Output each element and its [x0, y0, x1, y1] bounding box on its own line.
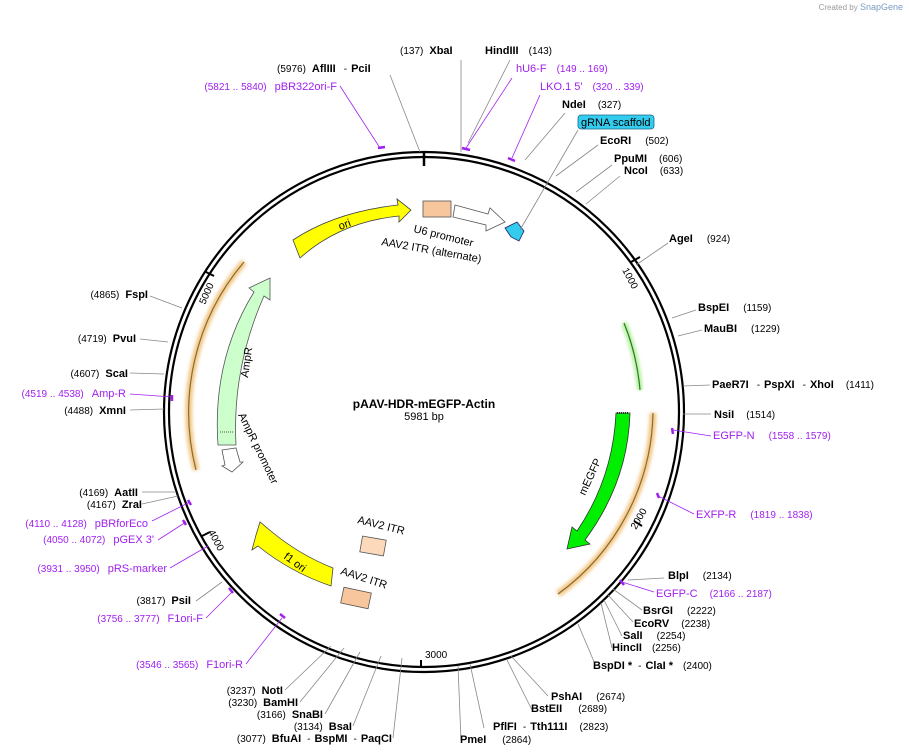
primer-pbr322ori-f: (5821 .. 5840) pBR322ori-F: [204, 81, 337, 93]
primer-f1ori-r: (3546 .. 3565) F1ori-R: [136, 659, 243, 671]
enzyme-xbai: (137) XbaI: [400, 45, 453, 57]
enzyme-ndei: NdeI (327): [562, 99, 621, 111]
tick-5000: [205, 271, 215, 277]
primer-exfp-r: EXFP-R (1819 .. 1838): [696, 509, 813, 521]
orf-arc-left-line: [188, 261, 245, 471]
plasmid-size: 5981 bp: [404, 411, 444, 423]
primer-pbrforeco: (4110 .. 4128) pBRforEco: [25, 518, 148, 530]
enzyme-xmni: (4488) XmnI: [64, 405, 126, 417]
tick-4000: [201, 531, 211, 537]
enzyme-pshai: PshAI (2674): [551, 691, 625, 703]
megfp-feature: [566, 412, 631, 550]
ampr-promoter-feature: [221, 447, 245, 473]
snapgene-logo: SnapGene: [859, 2, 903, 12]
ampr-promoter-label: AmpR promoter: [235, 411, 280, 486]
enzyme-clai-group: BspDI * - ClaI * (2400): [593, 660, 712, 672]
primer-leaders: [129, 77, 712, 665]
itr-feature-1: [359, 535, 387, 557]
enzyme-ncoi: NcoI (633): [624, 165, 683, 177]
enzyme-bsrgi: BsrGI (2222): [643, 605, 716, 617]
primer-f1ori-f: (3756 .. 3777) F1ori-F: [97, 613, 203, 625]
orf-arc-egfp: [621, 321, 643, 391]
enzyme-psii: (3817) PsiI: [137, 595, 191, 607]
u6-promoter-feature: [452, 204, 506, 232]
enzyme-bsteii: BstEII (2689): [531, 703, 607, 715]
orf-arc-right-line: [557, 412, 654, 595]
primer-egfp-c: EGFP-C (2166 .. 2187): [656, 588, 772, 600]
ori-feature: [292, 198, 412, 259]
primer-hu6-f: hU6-F (149 .. 169): [516, 63, 608, 75]
itr-label-1: AAV2 ITR: [356, 514, 406, 537]
enzyme-pcii-group: (5976) AflIII - PciI: [277, 63, 371, 75]
primer-marks: [170, 145, 675, 619]
enzyme-bsai: (3134) BsaI: [294, 721, 352, 733]
enzyme-fspi: (4865) FspI: [90, 289, 148, 301]
primer-prs-marker: (3931 .. 3950) pRS-marker: [37, 563, 167, 575]
enzyme-pvui: (4719) PvuI: [78, 333, 136, 345]
primer-pgex-3: (4050 .. 4072) pGEX 3': [43, 534, 154, 546]
enzyme-agei: AgeI (924): [669, 233, 730, 245]
orf-arc-egfp-line: [623, 322, 641, 391]
enzyme-noti: (3237) NotI: [227, 685, 283, 697]
tick-label-3000: 3000: [425, 650, 448, 661]
grna-scaffold-label: gRNA scaffold: [581, 117, 651, 129]
tick-1000: [630, 256, 641, 263]
snapgene-credit: Created by SnapGene: [818, 2, 903, 12]
enzyme-ecorv: EcoRV (2238): [634, 618, 710, 630]
enzyme-paqci-group: (3077) BfuAI - BspMI - PaqCI: [237, 733, 392, 745]
tick-2000: [633, 520, 643, 527]
enzyme-zrai: (4167) ZraI: [87, 499, 142, 511]
ori-label: ori: [337, 217, 353, 232]
enzyme-ppumi: PpuMI (606): [614, 153, 682, 165]
enzyme-aatii: (4169) AatII: [79, 487, 138, 499]
enzyme-tth111i-group: PflFI - Tth111I (2823): [493, 721, 608, 733]
enzyme-bamhi: (3230) BamHI: [228, 697, 298, 709]
plasmid-name: pAAV-HDR-mEGFP-Actin: [353, 397, 495, 411]
primer-lko1-5: LKO.1 5' (320 .. 339): [540, 81, 644, 93]
grna-scaffold-feature: [504, 221, 525, 242]
enzyme-leaders: [129, 59, 711, 741]
itr-feature-2: [340, 586, 372, 610]
primer-egfp-n: EGFP-N (1558 .. 1579): [713, 430, 831, 442]
primer-amp-r: (4519 .. 4538) Amp-R: [22, 388, 127, 400]
enzyme-nsii: NsiI (1514): [714, 409, 775, 421]
ampr-feature: [216, 277, 271, 446]
enzyme-snabi: (3166) SnaBI: [257, 709, 323, 721]
enzyme-hincii: HincII (2256): [612, 642, 681, 654]
itr-alt-feature: [422, 200, 452, 218]
enzyme-bspei: BspEI (1159): [698, 302, 771, 314]
enzyme-sali: SalI (2254): [623, 630, 685, 642]
enzyme-scai: (4607) ScaI: [70, 368, 128, 380]
enzyme-ecori: EcoRI (502): [600, 135, 669, 147]
enzyme-xhoi-group: PaeR7I - PspXI - XhoI (1411): [712, 379, 874, 391]
enzyme-hindiii: HindIII (143): [485, 45, 552, 57]
enzyme-pmei: PmeI (2864): [460, 734, 531, 746]
enzyme-maubi: MauBI (1229): [704, 323, 780, 335]
ampr-label: AmpR: [239, 346, 255, 378]
f1-ori-feature: [251, 521, 334, 587]
grna-leader: [519, 129, 579, 231]
grna-scaffold-box: [577, 114, 655, 130]
enzyme-blpi: BlpI (2134): [668, 570, 732, 582]
